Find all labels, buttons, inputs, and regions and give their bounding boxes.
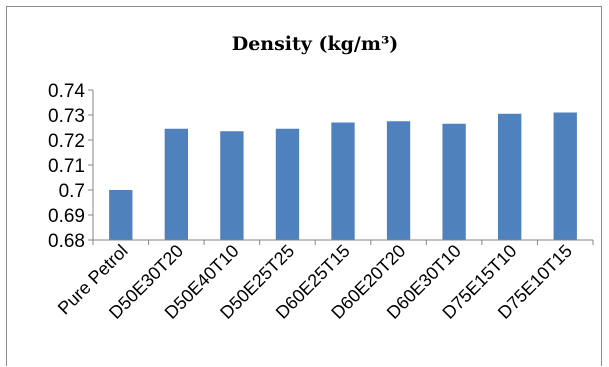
bar [442, 123, 466, 240]
bar [386, 121, 411, 240]
chart-title: Density (kg/m³) [232, 33, 399, 55]
bar [220, 131, 244, 240]
bar [275, 128, 300, 240]
y-axis: 0.68 0.69 0.7 0.71 0.72 0.73 0.74 [48, 81, 94, 252]
y-tick-label: 0.68 [48, 231, 85, 252]
bar [109, 190, 133, 240]
bar [553, 112, 577, 240]
bar [498, 113, 522, 240]
y-tick-label: 0.7 [59, 181, 85, 202]
x-axis: Pure PetrolD50E30T20D50E40T10D50E25T25D6… [54, 239, 594, 323]
bar [164, 128, 188, 240]
y-tick-label: 0.71 [48, 156, 85, 177]
y-tick-label: 0.73 [48, 106, 85, 127]
y-tick-label: 0.74 [48, 81, 85, 102]
y-tick-label: 0.69 [48, 206, 85, 227]
bar [331, 122, 355, 240]
y-tick-label: 0.72 [48, 131, 85, 152]
bars [109, 112, 577, 240]
